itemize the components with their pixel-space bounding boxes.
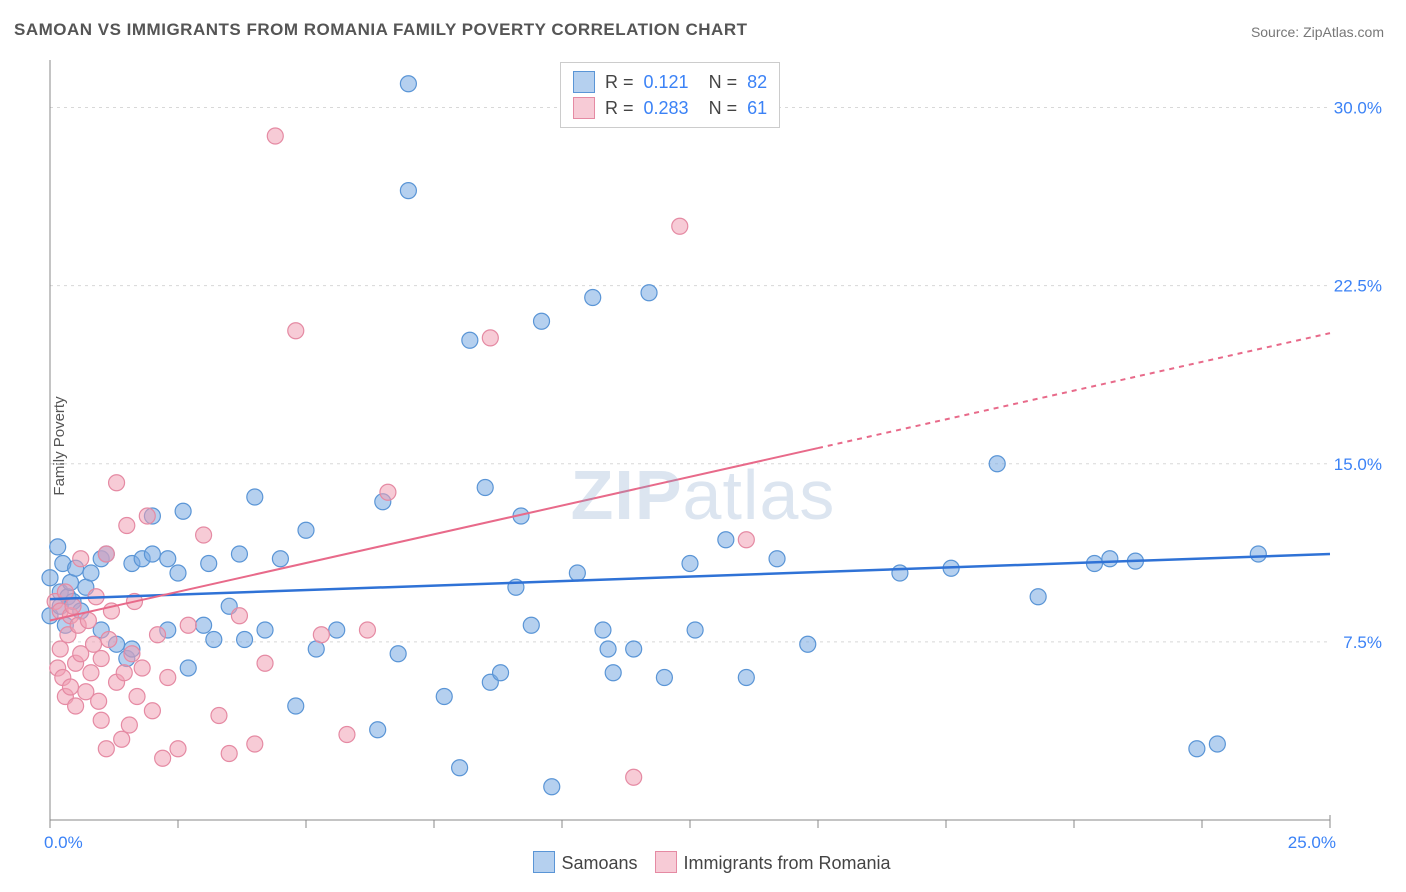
r-value: 0.121 [644,69,689,95]
n-label: N = [699,69,738,95]
svg-text:7.5%: 7.5% [1343,633,1382,652]
series-swatch [533,851,555,873]
legend-label: Immigrants from Romania [683,853,890,873]
n-value: 61 [747,95,767,121]
svg-text:30.0%: 30.0% [1334,99,1382,118]
legend-label: Samoans [561,853,637,873]
series-swatch [655,851,677,873]
svg-text:15.0%: 15.0% [1334,455,1382,474]
series-legend: Samoans Immigrants from Romania [0,851,1406,874]
n-label: N = [699,95,738,121]
svg-text:25.0%: 25.0% [1288,833,1336,852]
svg-text:0.0%: 0.0% [44,833,83,852]
stats-legend-row: R = 0.283 N = 61 [573,95,767,121]
r-value: 0.283 [644,95,689,121]
n-value: 82 [747,69,767,95]
scatter-plot: 7.5%15.0%22.5%30.0%0.0%25.0% [50,60,1330,820]
stats-legend-row: R = 0.121 N = 82 [573,69,767,95]
r-label: R = [605,69,634,95]
series-swatch [573,71,595,93]
svg-text:22.5%: 22.5% [1334,277,1382,296]
chart-title: SAMOAN VS IMMIGRANTS FROM ROMANIA FAMILY… [14,20,747,40]
series-swatch [573,97,595,119]
stats-legend: R = 0.121 N = 82 R = 0.283 N = 61 [560,62,780,128]
r-label: R = [605,95,634,121]
source-attribution: Source: ZipAtlas.com [1251,24,1384,40]
